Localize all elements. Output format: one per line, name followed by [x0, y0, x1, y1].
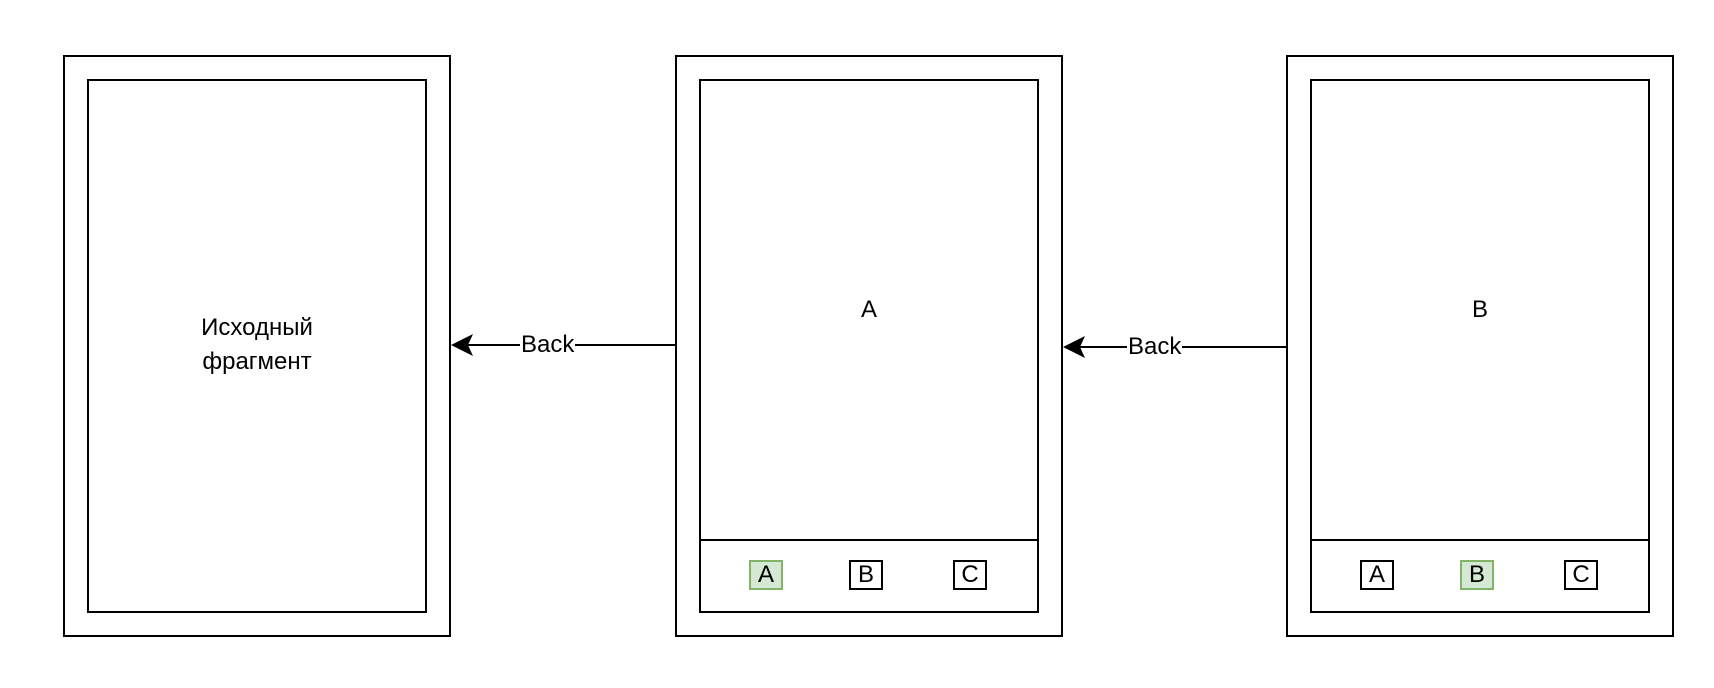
tab-a[interactable]: A	[1360, 560, 1394, 590]
phone-screen-a: A A B C	[675, 55, 1063, 637]
phone-source-fragment: Исходный фрагмент	[63, 55, 451, 637]
tab-b[interactable]: B	[1460, 560, 1494, 590]
screen-label: B	[1471, 296, 1488, 323]
phone-screen-b: B A B C	[1286, 55, 1674, 637]
tab-a[interactable]: A	[749, 560, 783, 590]
tab-c[interactable]: C	[1564, 560, 1598, 590]
bottom-navigation: A B C	[701, 539, 1037, 611]
screen-a: A A B C	[699, 79, 1039, 613]
bottom-navigation: A B C	[1312, 539, 1648, 611]
arrowhead-icon	[1063, 336, 1085, 358]
arrowhead-icon	[451, 334, 473, 356]
screen-label: Исходный фрагмент	[201, 314, 313, 375]
edge-label-back: Back	[520, 331, 576, 359]
screen-source-fragment: Исходный фрагмент	[87, 79, 427, 613]
screen-b: B A B C	[1310, 79, 1650, 613]
tab-b[interactable]: B	[849, 560, 883, 590]
edge-label-back: Back	[1127, 333, 1183, 361]
tab-c[interactable]: C	[953, 560, 987, 590]
screen-label: A	[860, 296, 877, 323]
